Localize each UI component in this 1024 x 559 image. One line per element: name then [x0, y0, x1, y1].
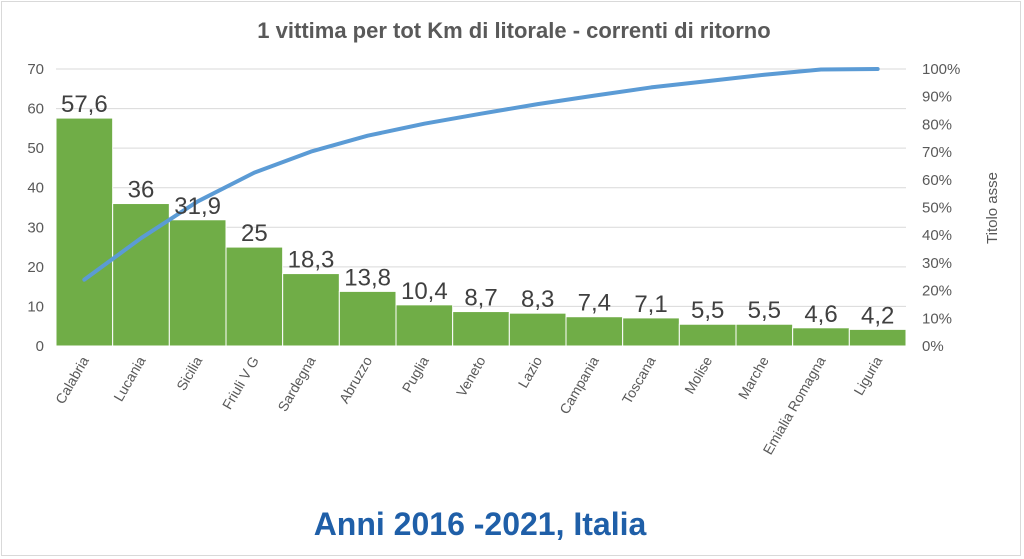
bar	[508, 312, 567, 347]
x-category-label: Lazio	[515, 353, 546, 390]
bar	[168, 219, 227, 347]
y-tick-label: 0	[36, 338, 44, 355]
y2-tick-label: 30%	[922, 255, 952, 272]
y2-tick-label: 70%	[922, 144, 952, 161]
y2-axis-title: Titolo asse	[984, 172, 1001, 244]
y2-axis-ticks: 0% 10% 20% 30% 40% 50% 60% 70% 80% 90% 100%	[922, 61, 960, 355]
x-category-label: Abruzzo	[336, 353, 376, 406]
y-axis-ticks: 0 10 20 30 40 50 60 70	[27, 61, 44, 355]
y2-tick-label: 40%	[922, 227, 952, 244]
data-label: 5,5	[748, 297, 781, 324]
x-category-label: Liguria	[850, 353, 885, 398]
bar	[282, 273, 340, 347]
x-category-label: Marche	[735, 353, 772, 402]
x-category-label: Puglia	[399, 353, 432, 395]
bars	[55, 117, 907, 347]
data-labels: 57,6 36 31,9 25 18,3 13,8 10,4 8,7 8,3 7,4 7,1 5,5 5…	[61, 91, 894, 329]
bar	[622, 317, 680, 347]
x-category-label: Sicilia	[173, 353, 205, 393]
bar	[395, 304, 454, 347]
bar	[565, 316, 624, 347]
data-label: 13,8	[344, 264, 391, 291]
y2-tick-label: 60%	[922, 172, 952, 189]
x-category-label: Calabria	[52, 353, 92, 406]
data-label: 10,4	[401, 278, 448, 305]
bar	[735, 323, 794, 347]
data-label: 4,2	[861, 302, 894, 329]
data-label: 18,3	[288, 247, 335, 274]
bar	[848, 328, 907, 347]
y2-tick-label: 10%	[922, 310, 952, 327]
y-tick-label: 30	[27, 219, 44, 236]
data-label: 5,5	[691, 297, 724, 324]
data-label: 31,9	[174, 193, 221, 220]
x-category-label: Friuli V G	[219, 354, 262, 413]
data-label: 7,4	[578, 290, 611, 317]
bar	[452, 311, 510, 347]
x-axis-labels: Calabria Lucania Sicilia Friuli V G Sardegna…	[52, 353, 885, 457]
x-category-label: Lucania	[110, 353, 148, 404]
cumulative-line	[82, 67, 880, 282]
chart-title: 1 vittima per tot Km di litorale - corre…	[257, 18, 770, 43]
y-tick-label: 50	[27, 140, 44, 157]
y2-tick-label: 20%	[922, 283, 952, 300]
bar	[792, 327, 850, 347]
bar	[225, 246, 284, 347]
y-tick-label: 60	[27, 101, 44, 118]
data-label: 25	[241, 220, 268, 247]
y-tick-label: 20	[27, 259, 44, 276]
x-category-label: Veneto	[453, 353, 489, 399]
y2-tick-label: 100%	[922, 61, 960, 78]
data-label: 36	[128, 177, 155, 204]
x-category-label: Toscana	[619, 353, 659, 406]
y2-tick-label: 90%	[922, 89, 952, 106]
y2-tick-label: 80%	[922, 116, 952, 133]
y2-tick-label: 0%	[922, 338, 944, 355]
data-label: 4,6	[804, 301, 837, 328]
x-category-label: Sardegna	[274, 353, 318, 414]
data-label: 8,3	[521, 286, 554, 313]
chart-subtitle: Anni 2016 -2021, Italia	[313, 506, 647, 542]
bar	[678, 323, 737, 347]
data-label: 7,1	[634, 291, 667, 318]
cumulative-line-group	[82, 67, 880, 282]
y-tick-label: 40	[27, 180, 44, 197]
data-label: 8,7	[464, 285, 497, 312]
x-category-label: Emialia Romagna	[759, 353, 828, 457]
bar	[55, 117, 114, 347]
x-category-label: Campania	[556, 353, 602, 416]
bar	[338, 290, 397, 347]
x-category-label: Molise	[681, 353, 715, 396]
data-label: 57,6	[61, 91, 108, 118]
y-tick-label: 10	[27, 298, 44, 315]
y-tick-label: 70	[27, 61, 44, 78]
y2-tick-label: 50%	[922, 200, 952, 217]
